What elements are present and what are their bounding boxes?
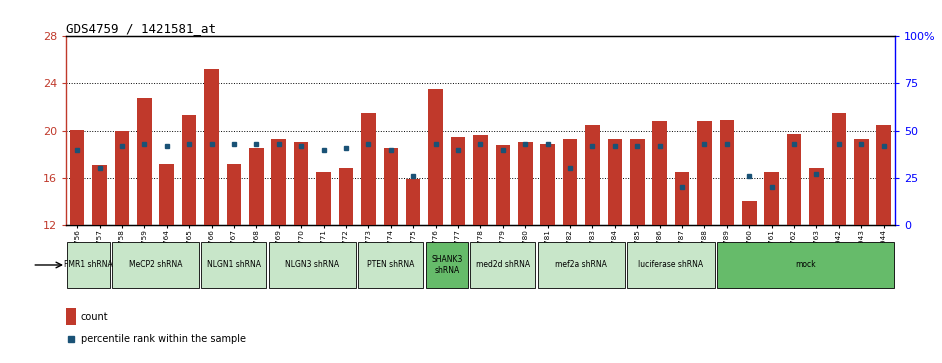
- Text: SHANK3
shRNA: SHANK3 shRNA: [431, 255, 463, 275]
- Bar: [809, 168, 823, 225]
- Bar: [742, 201, 756, 225]
- Bar: [204, 69, 219, 225]
- Bar: [585, 125, 600, 225]
- Bar: [674, 172, 690, 225]
- Bar: [92, 165, 106, 225]
- Bar: [627, 242, 715, 288]
- Text: mef2a shRNA: mef2a shRNA: [555, 261, 608, 269]
- Bar: [249, 148, 264, 225]
- Bar: [764, 172, 779, 225]
- Bar: [406, 179, 420, 225]
- Bar: [538, 242, 625, 288]
- Bar: [630, 139, 644, 225]
- Bar: [470, 242, 535, 288]
- Bar: [653, 121, 667, 225]
- Bar: [518, 143, 532, 225]
- Bar: [429, 89, 443, 225]
- Bar: [317, 172, 331, 225]
- Bar: [562, 139, 577, 225]
- Bar: [720, 120, 734, 225]
- Text: MeCP2 shRNA: MeCP2 shRNA: [129, 261, 183, 269]
- Text: count: count: [81, 312, 108, 322]
- Bar: [227, 164, 241, 225]
- Bar: [787, 134, 802, 225]
- Bar: [182, 115, 197, 225]
- Bar: [541, 144, 555, 225]
- Text: percentile rank within the sample: percentile rank within the sample: [81, 334, 246, 344]
- Bar: [294, 143, 308, 225]
- Text: med2d shRNA: med2d shRNA: [476, 261, 530, 269]
- Text: mock: mock: [795, 261, 816, 269]
- Bar: [854, 139, 869, 225]
- Text: luciferase shRNA: luciferase shRNA: [639, 261, 704, 269]
- Bar: [608, 139, 622, 225]
- Bar: [159, 164, 174, 225]
- Bar: [473, 135, 488, 225]
- Bar: [697, 121, 712, 225]
- Bar: [115, 131, 129, 225]
- Bar: [832, 113, 846, 225]
- Bar: [67, 242, 109, 288]
- Text: GDS4759 / 1421581_at: GDS4759 / 1421581_at: [66, 22, 216, 35]
- Bar: [426, 242, 468, 288]
- Bar: [271, 139, 286, 225]
- Bar: [112, 242, 200, 288]
- Bar: [876, 125, 891, 225]
- Bar: [339, 168, 353, 225]
- Text: NLGN3 shRNA: NLGN3 shRNA: [285, 261, 339, 269]
- Bar: [202, 242, 267, 288]
- Bar: [450, 136, 465, 225]
- Bar: [383, 148, 398, 225]
- Bar: [138, 98, 152, 225]
- Bar: [717, 242, 894, 288]
- Bar: [361, 113, 376, 225]
- Bar: [268, 242, 356, 288]
- Bar: [70, 130, 85, 225]
- Bar: [66, 308, 76, 325]
- Bar: [495, 145, 511, 225]
- Text: NLGN1 shRNA: NLGN1 shRNA: [207, 261, 261, 269]
- Text: FMR1 shRNA: FMR1 shRNA: [64, 261, 113, 269]
- Bar: [358, 242, 423, 288]
- Text: PTEN shRNA: PTEN shRNA: [367, 261, 414, 269]
